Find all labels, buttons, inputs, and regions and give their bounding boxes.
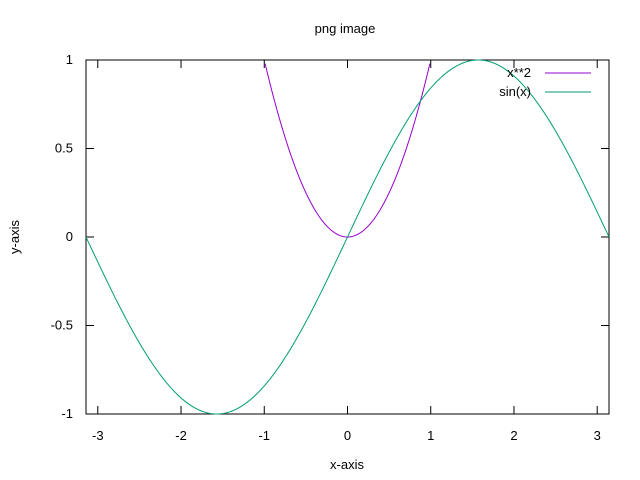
y-tick-label: 0.5	[55, 141, 73, 156]
x-tick-label: 3	[594, 428, 601, 443]
y-tick-label: -0.5	[51, 318, 73, 333]
y-tick-label: 1	[66, 52, 73, 67]
x-tick-label: 2	[510, 428, 517, 443]
x-axis-label: x-axis	[330, 457, 364, 472]
x-tick-label: 0	[344, 428, 351, 443]
chart-title: png image	[315, 21, 376, 36]
x-tick-label: -3	[92, 428, 104, 443]
legend-label: x**2	[507, 65, 531, 80]
y-tick-label: 0	[66, 229, 73, 244]
series-line-sin-x	[85, 59, 610, 415]
legend-label: sin(x)	[499, 84, 531, 99]
x-tick-label: -2	[175, 428, 187, 443]
series-line-x-squared	[264, 63, 431, 238]
x-tick-label: -1	[258, 428, 270, 443]
axis-ticks: -3 -2 -1 0 1 2 3 1 0.5 0 -0.5 -1	[51, 52, 609, 443]
x-tick-label: 1	[427, 428, 434, 443]
y-axis-label: y-axis	[7, 220, 22, 254]
legend: x**2 sin(x)	[499, 65, 591, 99]
y-tick-label: -1	[61, 406, 73, 421]
series-group	[85, 59, 610, 415]
